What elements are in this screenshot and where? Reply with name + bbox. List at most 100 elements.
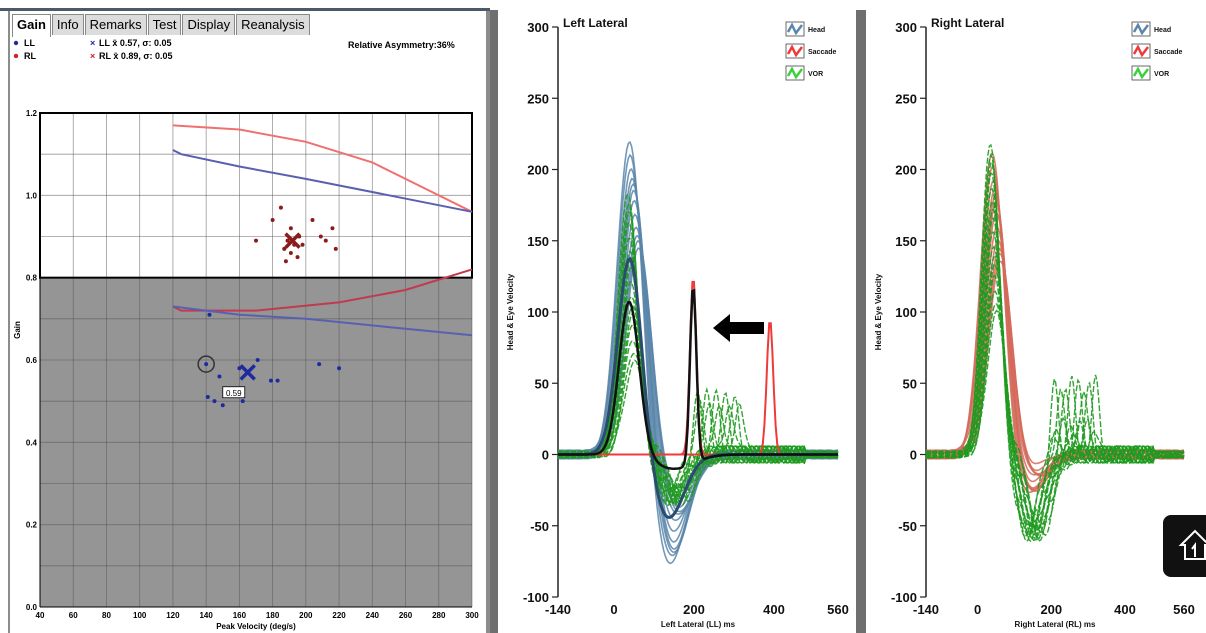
mean-marker-ll [239, 364, 256, 381]
data-point-rl [318, 234, 323, 239]
asymmetry-label: Relative Asymmetry:36% [348, 40, 455, 50]
data-point-rl [295, 255, 300, 260]
chart-title: Right Lateral [931, 16, 1004, 30]
data-point-ll [255, 358, 260, 362]
legend-label: Saccade [808, 49, 837, 56]
tab-gain[interactable]: Gain [12, 14, 51, 37]
gain-panel: Gain Info Remarks Test Display Reanalysis LL R… [0, 0, 490, 633]
x-tick-label: 200 [1040, 602, 1062, 617]
y-tick-label: 0.0 [26, 603, 38, 612]
legend-swatch [1132, 44, 1149, 58]
x-tick-label: 280 [432, 611, 446, 620]
x-tick-label: 400 [763, 602, 785, 617]
y-tick-label: -50 [530, 519, 549, 534]
x-tick-label: 140 [199, 611, 213, 620]
y-tick-label: -100 [523, 590, 549, 605]
y-tick-label: 0.4 [26, 438, 38, 447]
rl-stat: RL x̄ 0.89, σ: 0.05 [99, 51, 173, 61]
x-tick-label: 300 [465, 611, 479, 620]
ll-upper-curve [172, 149, 473, 213]
x-tick-label: 100 [133, 611, 147, 620]
mean-vor-trace [558, 288, 838, 470]
data-point-rl [285, 238, 290, 243]
rl-upper-curve [172, 124, 473, 213]
rl-lower-curve [172, 268, 473, 312]
y-tick-label: 250 [527, 91, 549, 106]
left-lateral-chart: 300 250 200 150 100 50 0 -50 -100-140 0 200 400 560 L… [498, 0, 863, 633]
vor-trace [925, 303, 1185, 531]
data-point-ll [337, 366, 342, 371]
x-tick-label: 200 [299, 611, 313, 620]
data-point-rl [330, 226, 335, 231]
x-tick-label: 0 [974, 602, 981, 617]
home-button[interactable] [1163, 515, 1206, 577]
data-point-rl [288, 250, 293, 255]
x-tick-label: 60 [69, 611, 78, 620]
legend-label: Saccade [1154, 49, 1183, 56]
x-tick-label: 200 [683, 602, 705, 617]
data-point-ll [220, 403, 225, 408]
y-tick-label: 250 [895, 91, 917, 106]
data-point-ll [275, 378, 280, 383]
y-tick-label: 300 [527, 20, 549, 35]
data-point-rl [310, 218, 315, 223]
vor-trace [925, 262, 1185, 534]
ll-stat: LL x̄ 0.57, σ: 0.05 [99, 38, 172, 48]
y-tick-label: 150 [895, 234, 917, 249]
x-axis-label: Right Lateral (RL) ms [1015, 620, 1096, 629]
tab-remarks[interactable]: Remarks [84, 14, 147, 35]
legend-swatch [786, 44, 803, 58]
x-tick-label: 400 [1114, 602, 1136, 617]
y-tick-label: 1.2 [26, 109, 38, 118]
legend-label: Head [1154, 27, 1171, 34]
value-tooltip-text: 0.59 [226, 389, 242, 398]
ll-legend-dot [13, 40, 19, 46]
legend-swatch [1132, 22, 1149, 36]
rl-legend-dot [13, 53, 19, 59]
y-tick-label: 50 [535, 376, 549, 391]
value-tooltip [222, 386, 246, 399]
y-tick-label: 0.2 [26, 521, 38, 530]
y-tick-label: -100 [891, 590, 917, 605]
selected-point [204, 362, 209, 367]
x-tick-label: 220 [332, 611, 346, 620]
legend-swatch [786, 22, 803, 36]
data-point-rl [333, 246, 338, 251]
mean-marker-rl [284, 232, 301, 249]
x-tick-label: 80 [102, 611, 111, 620]
x-axis-label: Left Lateral (LL) ms [661, 620, 736, 629]
ll-lower-curve [172, 305, 473, 337]
y-axis-label: Head & Eye Velocity [874, 273, 883, 350]
gain-chart: LL RL × LL x̄ 0.57, σ: 0.05 × RL x̄ 0.89, σ: … [13, 38, 479, 631]
x-tick-label: 40 [36, 611, 45, 620]
y-tick-label: 1.0 [26, 191, 38, 200]
tab-reanalysis[interactable]: Reanalysis [236, 14, 310, 35]
y-tick-label: -50 [898, 519, 917, 534]
data-point-ll [207, 312, 212, 317]
y-tick-label: 50 [903, 376, 917, 391]
y-tick-label: 0 [542, 448, 549, 463]
x-axis-label: Peak Velocity (deg/s) [216, 622, 296, 631]
tab-info[interactable]: Info [51, 14, 84, 35]
x-tick-label: 240 [366, 611, 380, 620]
x-tick-label: 560 [827, 602, 849, 617]
legend-label: Head [808, 27, 825, 34]
y-tick-label: 0.6 [26, 356, 38, 365]
data-point-rl [300, 242, 305, 247]
gain-tabbar: Gain Info Remarks Test Display Reanalysis [12, 14, 311, 37]
y-tick-label: 100 [895, 305, 917, 320]
x-tick-label: 0 [610, 602, 617, 617]
tab-display[interactable]: Display [182, 14, 236, 35]
legend-swatch [1132, 66, 1149, 80]
y-tick-label: 200 [527, 163, 549, 178]
y-tick-label: 200 [895, 163, 917, 178]
y-tick-label: 150 [527, 234, 549, 249]
tab-test[interactable]: Test [147, 14, 182, 35]
indicator-arrow-icon [713, 314, 764, 342]
vor-trace [925, 172, 1185, 528]
y-tick-label: 0 [910, 448, 917, 463]
data-point-rl [323, 238, 328, 243]
x-tick-label: -140 [545, 602, 571, 617]
ll-stat-marker: × [90, 38, 95, 48]
panel-divider-2 [856, 10, 866, 633]
